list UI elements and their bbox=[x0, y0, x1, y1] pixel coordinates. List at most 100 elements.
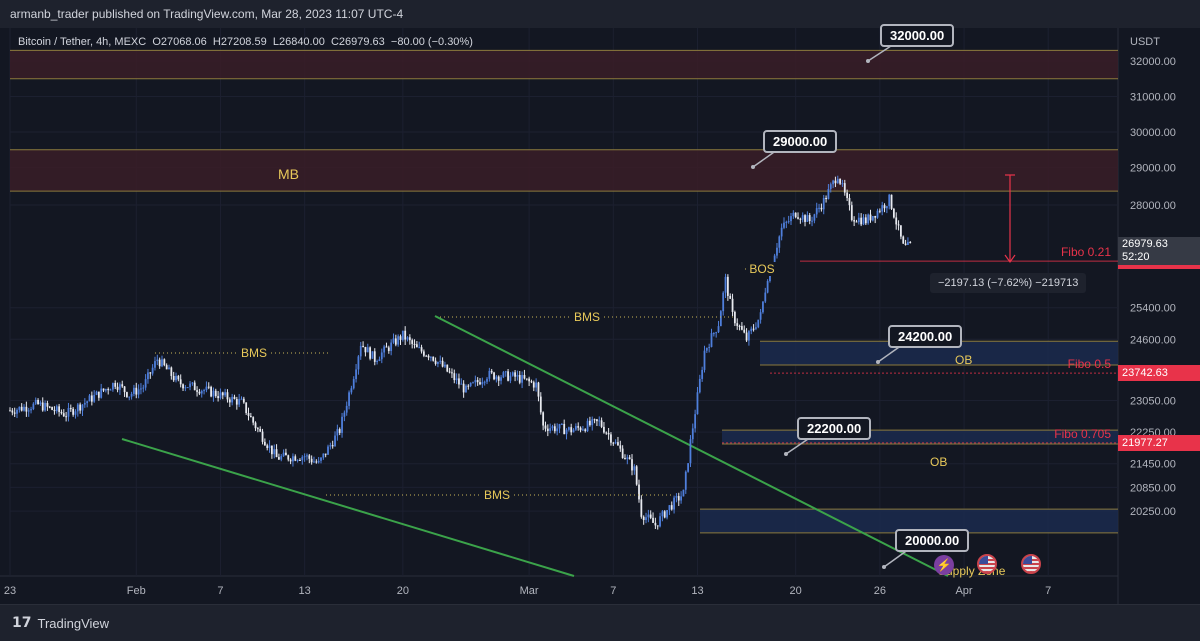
candle-body bbox=[869, 214, 872, 221]
candle-body bbox=[722, 292, 725, 312]
candle-body bbox=[874, 216, 877, 218]
candle-body bbox=[570, 427, 573, 433]
candle-body bbox=[261, 431, 264, 442]
candle-body bbox=[266, 445, 269, 448]
candle-body bbox=[705, 347, 708, 351]
candle-body bbox=[827, 188, 830, 200]
candle-body bbox=[369, 347, 372, 359]
publisher-bar: armanb_trader published on TradingView.c… bbox=[0, 0, 1200, 29]
candle-body bbox=[691, 428, 694, 440]
candle-body bbox=[888, 194, 891, 207]
candle-body bbox=[829, 184, 832, 189]
x-tick-label: Mar bbox=[520, 585, 539, 597]
candle-body bbox=[18, 406, 21, 410]
candle-body bbox=[364, 346, 367, 353]
candle-body bbox=[137, 389, 140, 395]
candle-body bbox=[666, 510, 668, 518]
candle-body bbox=[680, 496, 683, 501]
zone-resistance[interactable] bbox=[10, 50, 1118, 79]
candle-body bbox=[179, 379, 182, 385]
candle-body bbox=[161, 359, 163, 367]
candle-body bbox=[34, 399, 37, 404]
legend-low: L26840.00 bbox=[272, 36, 325, 48]
candle-body bbox=[163, 359, 166, 366]
trendline-lower[interactable] bbox=[121, 438, 575, 577]
us-flag-event-icon[interactable] bbox=[977, 554, 997, 574]
candle-body bbox=[331, 445, 334, 447]
candle-body bbox=[792, 212, 795, 217]
candle-body bbox=[376, 360, 379, 362]
candle-body bbox=[425, 355, 428, 357]
y-tick-label: 23050.00 bbox=[1130, 396, 1176, 408]
candle-body bbox=[535, 382, 538, 388]
candle-body bbox=[437, 361, 439, 364]
candle-body bbox=[350, 388, 353, 393]
price-callout[interactable]: 22200.00 bbox=[797, 417, 872, 440]
candle-body bbox=[855, 221, 858, 223]
price-axis[interactable] bbox=[1118, 28, 1200, 604]
candle-body bbox=[327, 446, 329, 455]
measure-arrowhead bbox=[1004, 254, 1016, 264]
candle-body bbox=[317, 460, 320, 463]
candle-body bbox=[584, 429, 587, 432]
candle-body bbox=[275, 449, 278, 458]
candle-body bbox=[147, 372, 149, 380]
candle-body bbox=[530, 381, 533, 383]
candle-body bbox=[509, 375, 512, 381]
price-callout[interactable]: 20000.00 bbox=[895, 529, 970, 552]
candle-body bbox=[413, 343, 416, 345]
candle-body bbox=[776, 247, 778, 256]
candle-body bbox=[787, 221, 790, 223]
candle-body bbox=[642, 516, 645, 521]
candle-body bbox=[836, 178, 839, 184]
bar-countdown: 52:20 bbox=[1122, 251, 1150, 264]
candle-body bbox=[656, 525, 659, 527]
candle-body bbox=[577, 426, 580, 428]
candle-body bbox=[504, 371, 507, 373]
candle-body bbox=[111, 383, 114, 390]
candle-body bbox=[214, 390, 217, 397]
candle-body bbox=[864, 217, 867, 224]
candle-body bbox=[69, 408, 72, 410]
candle-body bbox=[612, 442, 615, 444]
legend-symbol: Bitcoin / Tether, 4h, MEXC bbox=[18, 36, 147, 48]
candle-body bbox=[380, 352, 383, 360]
candle-body bbox=[408, 337, 411, 341]
candle-body bbox=[16, 409, 18, 414]
lightning-event-icon[interactable]: ⚡ bbox=[934, 555, 954, 575]
candle-body bbox=[549, 428, 552, 431]
trendline-upper[interactable] bbox=[434, 315, 949, 577]
candle-body bbox=[551, 426, 554, 429]
candle-body bbox=[156, 359, 159, 362]
candle-body bbox=[11, 410, 14, 413]
price-callout[interactable]: 29000.00 bbox=[763, 130, 838, 153]
x-tick-label: Apr bbox=[955, 585, 972, 597]
candle-body bbox=[172, 375, 175, 381]
candle-body bbox=[668, 505, 671, 511]
price-callout[interactable]: 32000.00 bbox=[880, 24, 955, 47]
candle-body bbox=[196, 390, 198, 392]
candle-body bbox=[633, 466, 636, 471]
candle-body bbox=[306, 455, 308, 457]
candle-body bbox=[850, 205, 853, 221]
candle-body bbox=[175, 375, 177, 381]
candle-body bbox=[694, 414, 697, 429]
candle-body bbox=[605, 432, 608, 434]
candle-body bbox=[296, 459, 299, 461]
structure-bms-3-bg bbox=[481, 488, 513, 502]
zone-supply-zone[interactable] bbox=[700, 509, 1118, 533]
tradingview-logo[interactable]: 𝟭𝟳 TradingView bbox=[12, 615, 109, 631]
candle-body bbox=[44, 402, 46, 411]
price-chart[interactable]: 32000.00 31000.00 30000.00 29000.00 28000.00… bbox=[0, 28, 1200, 604]
price-callout[interactable]: 24200.00 bbox=[888, 325, 963, 348]
zone-ob[interactable] bbox=[760, 341, 1118, 365]
candle-body bbox=[607, 433, 610, 435]
candle-body bbox=[900, 225, 902, 237]
zone-mb[interactable] bbox=[10, 149, 1118, 192]
candle-body bbox=[738, 325, 741, 327]
candle-body bbox=[750, 328, 753, 332]
candle-body bbox=[610, 434, 612, 443]
us-flag-event-icon[interactable] bbox=[1021, 554, 1041, 574]
candle-body bbox=[446, 364, 449, 372]
candle-body bbox=[397, 336, 400, 345]
